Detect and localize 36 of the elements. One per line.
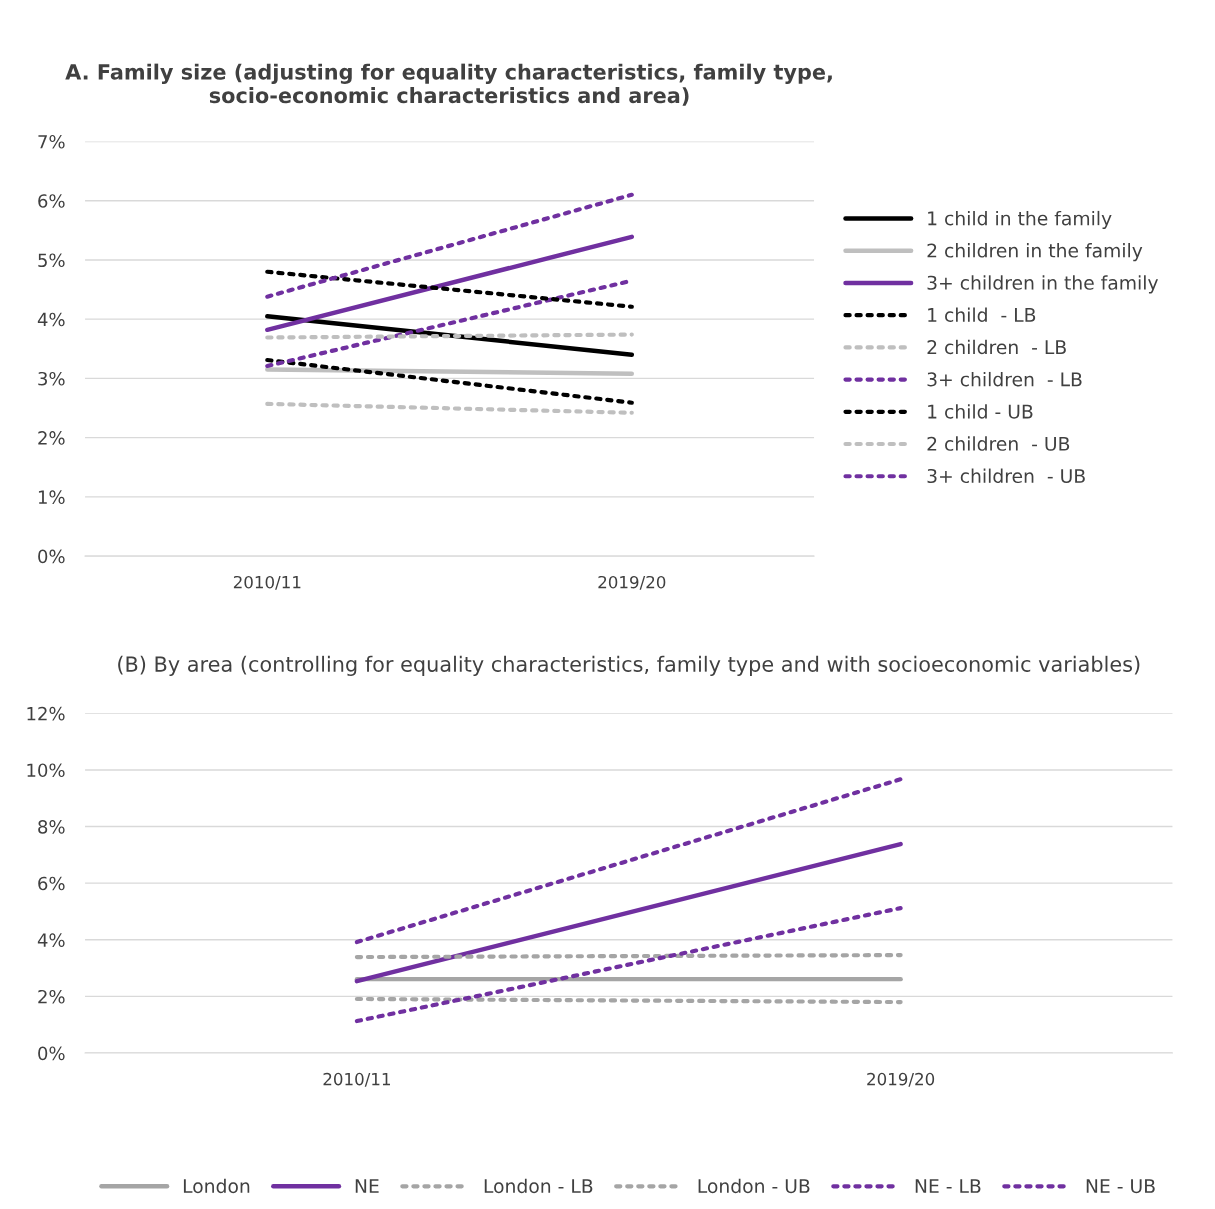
x-tick-label: 2019/20: [598, 575, 666, 590]
y-tick-label: 1%: [38, 490, 65, 505]
y-tick-label: 2%: [38, 431, 65, 445]
legend-label: 1 child - UB: [928, 404, 1033, 419]
y-tick-label: 4%: [37, 312, 65, 327]
y-tick-label: 12%: [27, 706, 65, 721]
y-tick-label: 4%: [37, 933, 65, 947]
x-tick-label: 2010/11: [323, 1072, 390, 1087]
y-tick-label: 6%: [38, 194, 65, 208]
legend-label: 2 children in the family: [927, 243, 1143, 262]
legend-label: London: [183, 1178, 250, 1194]
y-tick-label: 0%: [38, 1046, 65, 1061]
y-tick-label: 3%: [38, 371, 65, 386]
y-tick-label: 0%: [38, 549, 65, 564]
chart-title: A. Family size (adjusting for equality characteristics, family type, socio-economic characteristics and area): [65, 63, 832, 106]
legend-label: 3+ children - UB: [927, 468, 1085, 484]
legend-label: 1 child in the family: [928, 210, 1112, 230]
y-tick-label: 6%: [38, 876, 65, 891]
legend-label: 3+ children in the family: [927, 275, 1159, 294]
y-tick-label: 2%: [38, 989, 65, 1004]
y-tick-label: 8%: [38, 820, 65, 834]
legend-label: London - UB: [698, 1178, 810, 1194]
y-tick-label: 7%: [38, 134, 65, 149]
x-tick-label: 2010/11: [233, 575, 301, 590]
x-tick-label: 2019/20: [867, 1072, 935, 1087]
legend-label: NE - LB: [915, 1179, 981, 1193]
legend-label: London - LB: [484, 1178, 593, 1194]
legend-label: 2 children - UB: [927, 436, 1070, 451]
legend-label: 2 children - LB: [927, 339, 1066, 355]
y-tick-label: 10%: [27, 763, 65, 778]
legend-label: NE - UB: [1086, 1179, 1155, 1194]
chart-title: (B) By area (controlling for equality characteristics, family type and with socioeconomic variables): [118, 655, 1140, 676]
legend-label: NE: [355, 1179, 379, 1193]
legend-label: 3+ children - LB: [927, 371, 1082, 387]
y-tick-label: 5%: [38, 253, 65, 268]
legend-label: 1 child - LB: [928, 307, 1036, 323]
